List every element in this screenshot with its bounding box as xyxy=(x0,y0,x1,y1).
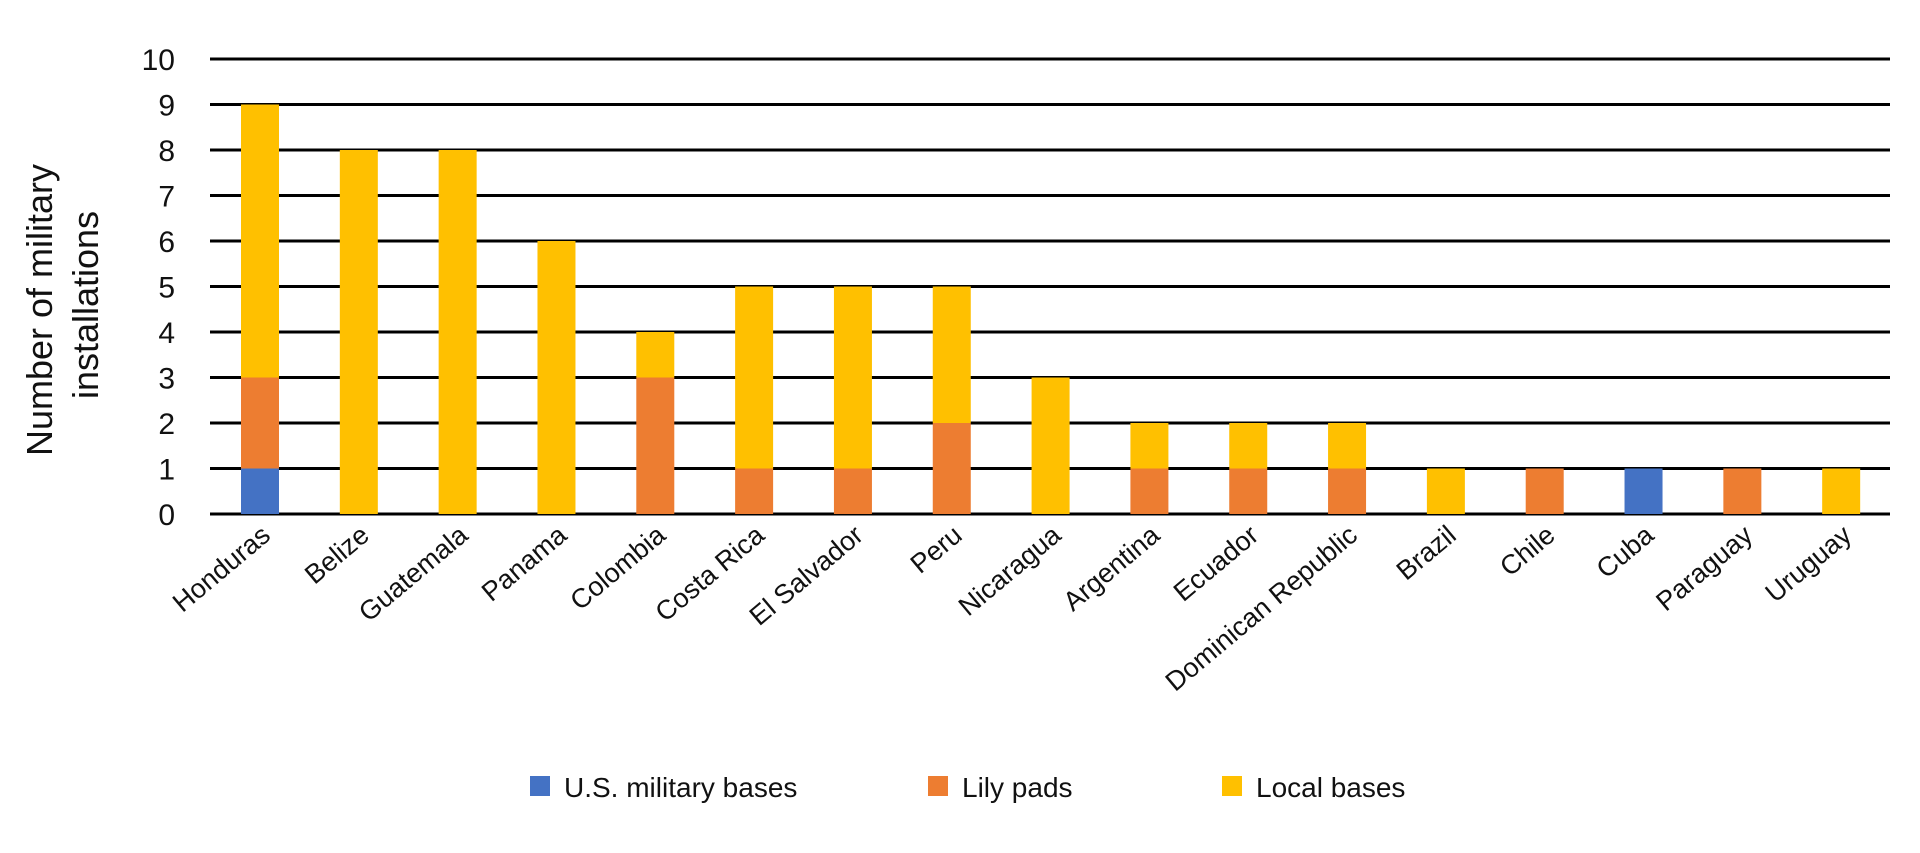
bar-segment xyxy=(1130,468,1169,514)
bar-segment xyxy=(1822,468,1861,514)
x-tick-label: Dominican Republic xyxy=(1160,520,1363,697)
x-tick-label: Belize xyxy=(299,520,375,590)
bar-segment xyxy=(1031,377,1070,514)
legend-label: Lily pads xyxy=(962,772,1073,803)
legend-swatch xyxy=(1222,776,1242,796)
bar-segment xyxy=(735,286,774,469)
gridlines xyxy=(210,57,1890,516)
legend-label: U.S. military bases xyxy=(564,772,797,803)
x-tick-label: Argentina xyxy=(1057,519,1166,617)
bar-segment xyxy=(1229,468,1268,514)
y-tick-label: 10 xyxy=(142,44,175,77)
x-tick-label: Uruguay xyxy=(1760,519,1858,608)
bar-segment xyxy=(1328,468,1367,514)
y-tick-label: 4 xyxy=(158,317,175,350)
bar-segment xyxy=(1525,468,1564,514)
y-tick-label: 0 xyxy=(158,499,175,532)
bar-segment xyxy=(339,150,378,514)
legend-label: Local bases xyxy=(1256,772,1405,803)
bar-segment xyxy=(1328,423,1367,469)
y-axis-title-line-1: Number of military xyxy=(19,164,60,456)
bar-segment xyxy=(932,286,971,423)
y-tick-labels: 0 1 2 3 4 5 6 7 8 9 10 xyxy=(142,44,175,532)
x-tick-label: Brazil xyxy=(1391,520,1462,586)
x-tick-label: Honduras xyxy=(167,520,276,618)
bar-segment xyxy=(1229,423,1268,469)
bars xyxy=(241,104,1861,514)
y-tick-label: 9 xyxy=(158,90,175,123)
bar-segment xyxy=(1426,468,1465,514)
y-tick-label: 8 xyxy=(158,135,175,168)
y-tick-label: 1 xyxy=(158,454,175,487)
y-axis-title-line-2: installations xyxy=(65,211,106,399)
bar-segment xyxy=(833,286,872,469)
bar-segment xyxy=(241,468,279,514)
y-tick-label: 6 xyxy=(158,226,175,259)
legend-swatch xyxy=(928,776,948,796)
legend: U.S. military bases Lily pads Local bases xyxy=(530,772,1405,803)
x-tick-label: Cuba xyxy=(1591,519,1660,584)
bar-segment xyxy=(932,423,971,514)
bar-segment xyxy=(1723,468,1762,514)
bar-segment xyxy=(241,377,279,469)
bar-segment xyxy=(1624,468,1663,514)
x-tick-label: Guatemala xyxy=(353,519,474,628)
x-tick-label: Panama xyxy=(476,519,573,607)
bar-segment xyxy=(636,377,675,514)
bar-segment xyxy=(241,104,279,378)
bar-segment xyxy=(636,332,675,378)
bar-segment xyxy=(438,150,477,514)
y-tick-label: 5 xyxy=(158,272,175,305)
x-tick-label: Peru xyxy=(905,520,968,580)
y-tick-label: 7 xyxy=(158,181,175,214)
x-tick-label: Nicaragua xyxy=(953,519,1067,622)
x-tick-label: Ecuador xyxy=(1168,520,1264,608)
x-tick-label: Chile xyxy=(1494,520,1560,583)
legend-swatch xyxy=(530,776,550,796)
bar-segment xyxy=(537,241,576,514)
bar-segment xyxy=(1130,423,1169,469)
bar-segment xyxy=(833,468,872,514)
y-tick-label: 2 xyxy=(158,408,175,441)
y-axis-title: Number of military installations xyxy=(19,154,106,456)
y-tick-label: 3 xyxy=(158,363,175,396)
x-tick-label: Paraguay xyxy=(1650,519,1758,617)
bar-segment xyxy=(735,468,774,514)
